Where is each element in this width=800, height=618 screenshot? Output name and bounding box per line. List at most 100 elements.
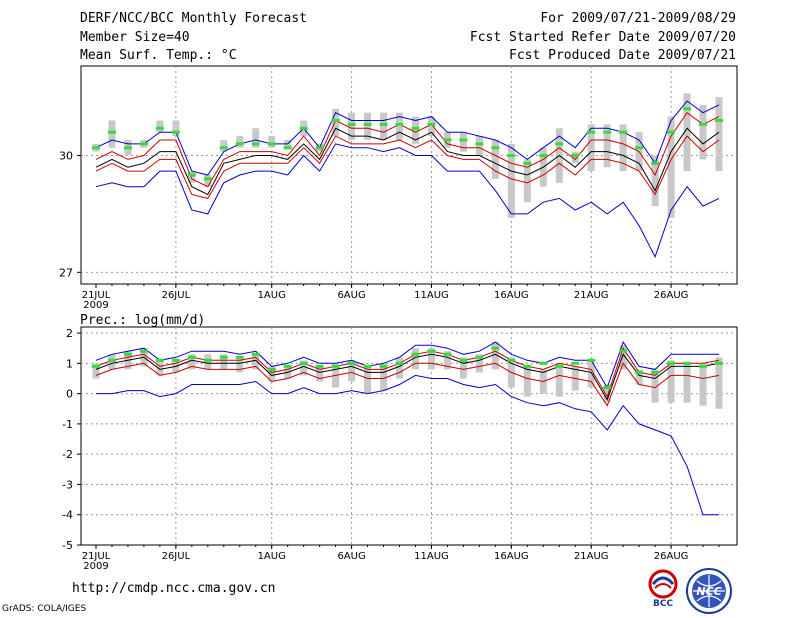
y-tick-label: 0	[66, 388, 73, 401]
x-tick-label: 21AUG	[574, 290, 609, 301]
spread-bar	[683, 363, 691, 403]
series-line-upper	[95, 347, 720, 398]
spread-bar	[571, 151, 579, 164]
series-line-mean	[95, 127, 720, 196]
spread-bar	[683, 93, 691, 172]
spread-bar	[411, 348, 419, 370]
spread-bar	[459, 132, 467, 152]
spread-bar	[156, 360, 164, 376]
x-tick-label: 26AUG	[654, 290, 689, 301]
spread-bar	[364, 366, 372, 394]
spread-bar	[204, 354, 212, 370]
spread-bar	[651, 155, 659, 207]
spread-bar	[92, 363, 100, 379]
x-tick-label: 21AUG	[574, 551, 609, 562]
spread-bar	[348, 112, 356, 140]
spread-bar	[651, 369, 659, 403]
y-tick-label: 30	[59, 150, 73, 163]
ncc-logo-text: NCC	[696, 585, 721, 598]
y-tick-label: -3	[62, 478, 73, 491]
spread-bar	[108, 354, 116, 370]
series-line-min	[95, 143, 720, 259]
y-tick-label: 27	[59, 266, 73, 279]
spread-bar	[459, 357, 467, 379]
spread-bar	[603, 124, 611, 168]
y-tick-label: 1	[66, 357, 73, 370]
spread-bar	[475, 136, 483, 156]
chart-title: DERF/NCC/BCC Monthly Forecast	[80, 11, 307, 26]
spread-bar	[156, 120, 164, 133]
spread-bar	[268, 366, 276, 382]
spread-bar	[188, 354, 196, 370]
spread-bar	[364, 112, 372, 140]
spread-bar	[300, 360, 308, 376]
y-tick-label: -5	[62, 539, 73, 552]
spread-bar	[491, 342, 499, 370]
forecast-period: For 2009/07/21-2009/08/29	[540, 11, 736, 26]
series-line-lower	[95, 362, 720, 407]
series-line-mean	[95, 353, 720, 401]
y-tick-label: -2	[62, 448, 73, 461]
spread-bar	[316, 366, 324, 382]
source-url[interactable]: http://cmdp.ncc.cma.gov.cn	[72, 581, 276, 596]
x-tick-label: 6AUG	[337, 290, 365, 301]
spread-bar	[491, 139, 499, 179]
produced-date: Fcst Produced Date 2009/07/21	[509, 48, 736, 63]
spread-bar	[475, 354, 483, 373]
spread-bar	[204, 175, 212, 187]
x-tick-label: 26JUL	[162, 290, 191, 301]
y-tick-label: 2	[66, 327, 73, 340]
spread-bar	[507, 143, 515, 218]
spread-bar	[603, 384, 611, 403]
x-tick-label: 16AUG	[494, 290, 529, 301]
spread-bar	[220, 354, 228, 370]
spread-bar	[236, 136, 244, 148]
spread-bar	[699, 363, 707, 406]
spread-bar	[555, 363, 563, 397]
x-tick-label: 6AUG	[337, 551, 365, 562]
series-line-max	[95, 340, 719, 389]
spread-bar	[380, 112, 388, 140]
spread-bar	[523, 366, 531, 397]
x-tick-label: 21JUL	[82, 551, 111, 562]
x-tick-label: 21JUL	[82, 290, 111, 301]
spread-bar	[619, 345, 627, 370]
x-tick-sublabel: 2009	[83, 300, 108, 311]
spread-bar	[587, 360, 595, 388]
spread-bar	[188, 171, 196, 183]
spread-bar	[427, 116, 435, 137]
spread-bar	[396, 357, 404, 379]
spread-bar	[220, 139, 228, 152]
y-tick-label: -4	[62, 509, 73, 522]
x-tick-label: 1AUG	[258, 290, 286, 301]
spread-bar	[443, 351, 451, 370]
spread-bar	[172, 120, 180, 137]
spread-bar	[667, 116, 675, 218]
grads-credit: GrADS: COLA/IGES	[2, 604, 87, 614]
spread-bar	[348, 360, 356, 382]
spread-bar	[699, 104, 707, 160]
spread-bar	[396, 112, 404, 140]
x-tick-label: 1AUG	[258, 551, 286, 562]
series-line-upper	[95, 111, 720, 188]
start-date: Fcst Started Refer Date 2009/07/20	[469, 30, 736, 45]
spread-bar	[268, 136, 276, 148]
spread-bar	[380, 363, 388, 391]
x-tick-label: 11AUG	[414, 551, 449, 562]
y-tick-label: -1	[62, 418, 73, 431]
precip-panel-title: Prec.: log(mm/d)	[80, 313, 205, 328]
ncc-logo-icon: NCC	[686, 568, 732, 614]
spread-bar	[252, 128, 260, 148]
member-size: Member Size=40	[80, 30, 190, 45]
x-tick-label: 11AUG	[414, 290, 449, 301]
spread-bar	[236, 357, 244, 373]
spread-bar	[635, 369, 643, 385]
bcc-logo: BCC	[639, 568, 687, 612]
x-tick-label: 26JUL	[162, 551, 191, 562]
spread-bar	[332, 108, 340, 137]
spread-bar	[619, 124, 627, 172]
bcc-logo-text: BCC	[653, 599, 673, 608]
